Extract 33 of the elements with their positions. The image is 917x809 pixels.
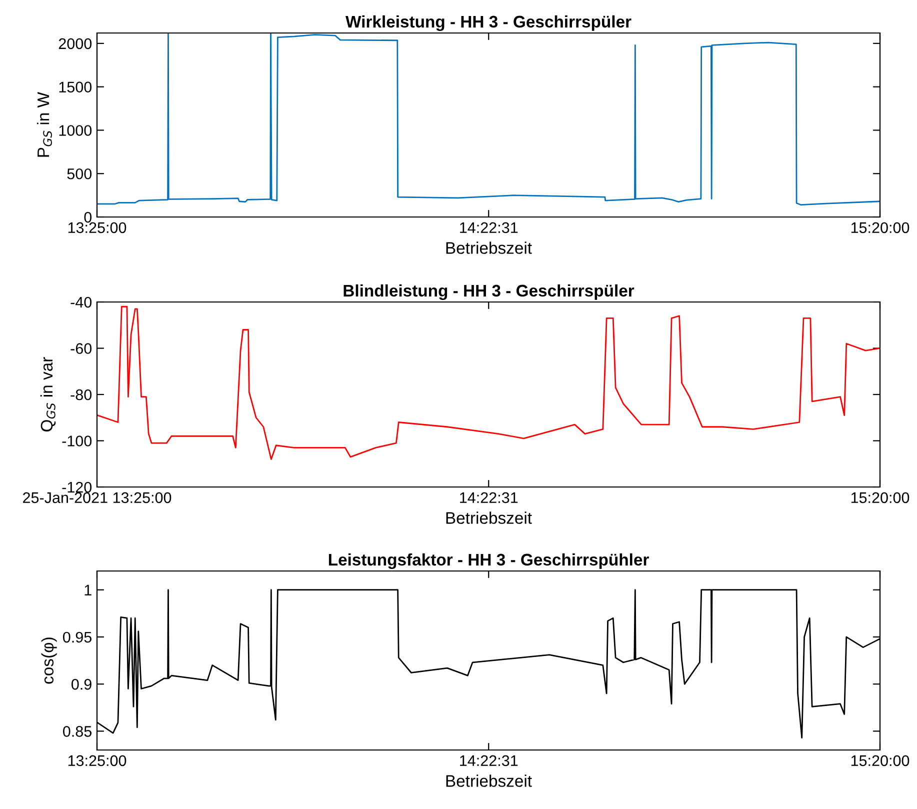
x-tick-label: 14:22:31 (460, 492, 518, 504)
y-tick-label: -60 (70, 343, 92, 354)
y-tick-label: -80 (70, 389, 92, 400)
y-tick-label: 0 (84, 212, 92, 223)
x-axis-title: Betriebszeit (446, 512, 532, 524)
y-axis-title: cos(φ) (41, 638, 57, 684)
x-axis-title: Betriebszeit (446, 774, 532, 787)
x-tick-label: 14:22:31 (460, 755, 518, 766)
x-tick-label: 15:20:00 (851, 492, 910, 504)
chart-title: Blindleistung - HH 3 - Geschirrspüler (344, 284, 634, 300)
x-tick-label: 13:25:00 (68, 222, 126, 234)
x-tick-label: 15:20:00 (851, 755, 910, 766)
y-tick-label: 0.95 (63, 632, 92, 643)
y-tick-label: 1000 (59, 125, 92, 136)
x-axis-title: Betriebszeit (446, 242, 532, 254)
y-tick-label: 500 (67, 168, 92, 180)
x-tick-label: 25-Jan-2021 13:25:00 (23, 492, 172, 504)
y-axis-title: P$_{GS}$ in W (36, 92, 52, 157)
x-tick-label: 13:25:00 (68, 755, 126, 766)
line-series (97, 306, 880, 460)
y-tick-label: 0.85 (63, 726, 92, 737)
y-tick-label: 2000 (58, 38, 92, 50)
y-tick-label: -100 (62, 436, 92, 446)
y-tick-label: -120 (62, 482, 92, 493)
y-tick-label: 1500 (59, 82, 92, 92)
y-tick-label: 0.9 (72, 678, 92, 690)
y-tick-label: -40 (70, 296, 92, 308)
x-tick-label: 15:20:00 (851, 222, 910, 234)
y-axis-title: Q$_{GS}$ in var (40, 357, 56, 432)
y-tick-label: 1 (84, 584, 92, 596)
chart-title: Wirkleistung - HH 3 - Geschirrspüler (346, 15, 632, 31)
chart-title: Leistungsfaktor - HH 3 - Geschirrspühler (328, 553, 649, 569)
x-tick-label: 14:22:31 (460, 222, 518, 234)
